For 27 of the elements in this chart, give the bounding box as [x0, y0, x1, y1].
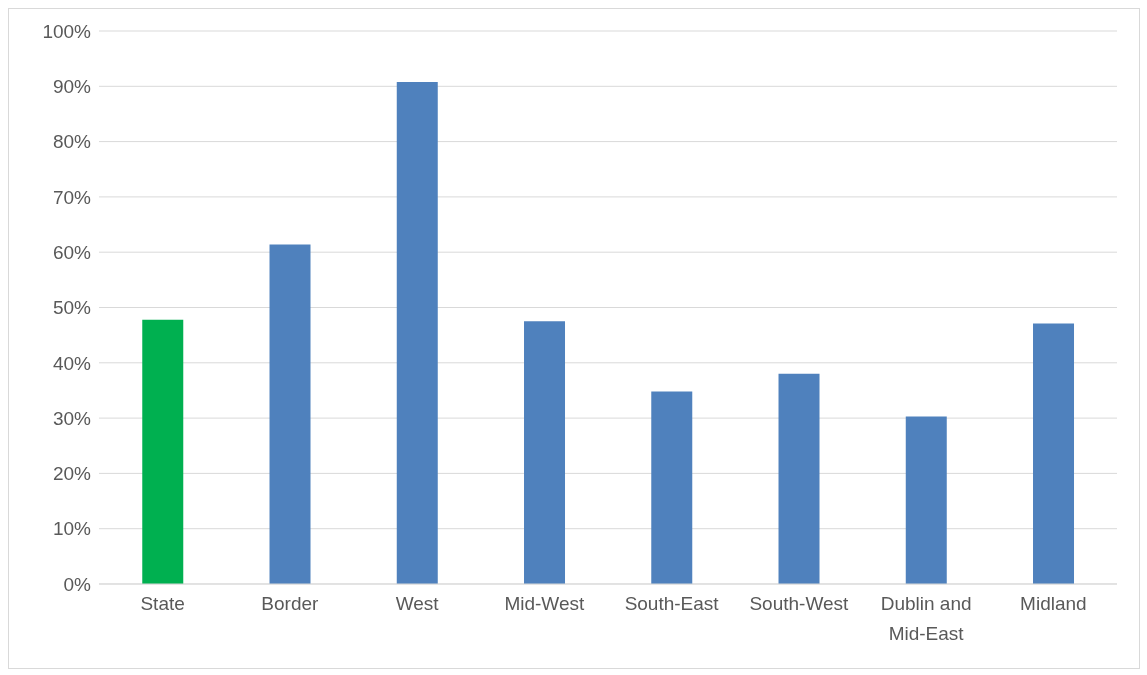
y-tick-label: 80%: [52, 131, 92, 153]
x-tick-label: Dublin and Mid-East: [880, 593, 972, 644]
x-tick-label: South-East: [624, 593, 720, 614]
x-tick-label: Border: [261, 593, 320, 614]
bar: [778, 373, 820, 584]
y-tick-label: 40%: [52, 352, 92, 374]
bar: [524, 321, 566, 584]
bar: [142, 319, 184, 584]
y-tick-label: 90%: [52, 76, 92, 98]
bar: [651, 391, 693, 584]
bar: [1033, 323, 1075, 584]
x-tick-label: State: [140, 593, 185, 614]
y-tick-label: 50%: [52, 297, 92, 319]
x-tick-label: Mid-West: [504, 593, 586, 614]
bar: [396, 81, 438, 584]
y-tick-label: 60%: [52, 241, 92, 263]
x-tick-label: Midland: [1020, 593, 1087, 614]
y-tick-label: 0%: [63, 573, 92, 595]
y-tick-label: 30%: [52, 407, 92, 429]
x-tick-label: West: [395, 593, 440, 614]
y-tick-label: 100%: [42, 20, 92, 42]
y-tick-label: 10%: [52, 518, 92, 540]
x-tick-label: South-West: [749, 593, 850, 614]
bar: [905, 416, 947, 584]
y-tick-label: 20%: [52, 463, 92, 485]
y-tick-label: 70%: [52, 186, 92, 208]
bar: [269, 244, 311, 584]
